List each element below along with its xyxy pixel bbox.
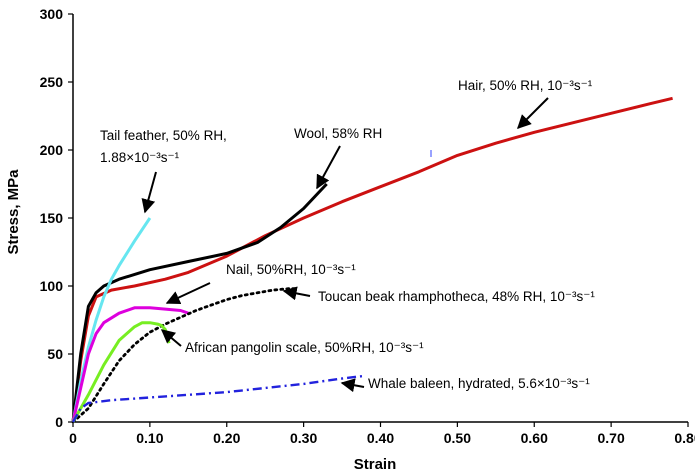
y-tick-label: 200 [40,142,64,158]
series-label-6: Whale baleen, hydrated, 5.6×10⁻³s⁻¹ [368,376,590,391]
annotation-arrow-0 [517,97,549,129]
annotation-arrow-5 [160,329,182,347]
y-tick-label: 100 [40,278,64,294]
y-tick-label: 0 [55,414,63,430]
series-label-3: Nail, 50%RH, 10⁻³s⁻¹ [226,262,356,277]
x-tick-label: 0.60 [521,430,548,446]
series-label-4: Toucan beak rhamphotheca, 48% RH, 10⁻³s⁻… [318,289,595,304]
y-tick-label: 300 [40,6,64,22]
annotation-arrow-6 [340,378,365,393]
y-tick-label: 150 [40,210,64,226]
annotation-layer: Hair, 50% RH, 10⁻³s⁻¹ Wool, 58% RH Tail fe… [100,78,595,393]
x-tick-label: 0.50 [444,430,471,446]
x-tick-label: 0.40 [367,430,394,446]
annotation-arrow-3 [165,282,211,305]
axes: 0 0.10 0.20 0.30 0.40 0.50 0.60 0.70 0.80 0 50 100 1… [40,6,695,446]
series-line-1 [71,182,328,423]
series-line-6 [71,374,366,423]
x-tick-label: 0.20 [213,430,240,446]
x-tick-label: 0 [69,430,77,446]
y-axis-label: Stress, MPa [5,169,22,255]
series-label-1: Wool, 58% RH [294,126,382,141]
series-line-4 [71,287,298,424]
series-label-2-line0: Tail feather, 50% RH, [100,128,227,143]
x-tick-label: 0.80 [674,430,695,446]
series-label-0: Hair, 50% RH, 10⁻³s⁻¹ [458,78,593,93]
annotation-arrow-2 [141,171,157,214]
y-tick-label: 250 [40,74,64,90]
series-line-2 [71,217,152,423]
y-tick-label: 50 [47,346,63,362]
annotation-arrow-4 [282,286,311,301]
annotation-arrow-1 [316,145,341,190]
series-label-5: African pangolin scale, 50%RH, 10⁻³s⁻¹ [185,340,424,355]
x-tick-label: 0.30 [290,430,317,446]
series-layer [71,96,673,424]
x-axis-label: Strain [354,456,397,473]
x-tick-label: 0.70 [598,430,625,446]
series-label-2-line1: 1.88×10⁻³s⁻¹ [100,150,180,165]
x-tick-label: 0.10 [136,430,163,446]
series-line-3 [71,306,189,423]
series-line-0 [71,96,673,423]
series-line-5 [71,321,171,423]
